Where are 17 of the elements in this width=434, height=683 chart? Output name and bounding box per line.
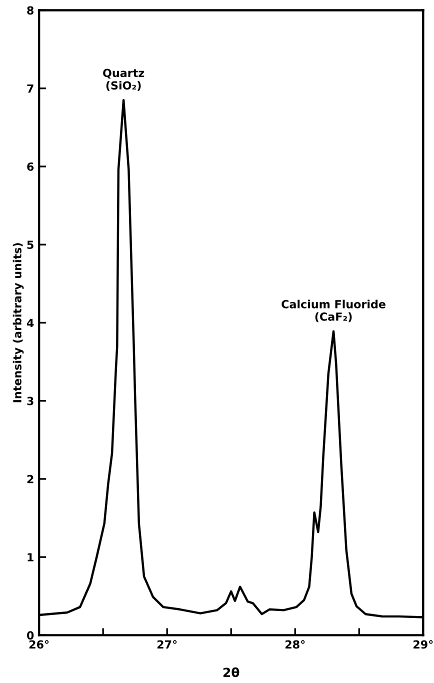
annotation: Quartz (SiO₂): [103, 68, 144, 91]
x-tick-label: 28°: [285, 640, 305, 649]
y-tick-label: 2: [27, 474, 34, 484]
x-tick-label: 29°: [414, 640, 433, 649]
annotation: Calcium Fluoride (CaF₂): [282, 300, 386, 322]
y-axis-title: Intensity (arbitrary units): [12, 243, 24, 402]
y-tick-label: 8: [27, 6, 34, 15]
y-tick-label: 6: [27, 162, 34, 171]
y-tick-label: 1: [28, 553, 34, 562]
x-tick-label: 26°: [29, 640, 49, 649]
x-axis-title: 2θ: [223, 667, 240, 678]
x-tick-label: 27°: [157, 640, 177, 648]
y-tick-label: 3: [27, 396, 34, 406]
y-tick-label: 5: [27, 240, 34, 249]
y-tick-label: 7: [27, 84, 34, 93]
y-tick-label: 4: [26, 318, 34, 327]
y-tick-label: 0: [27, 631, 34, 640]
